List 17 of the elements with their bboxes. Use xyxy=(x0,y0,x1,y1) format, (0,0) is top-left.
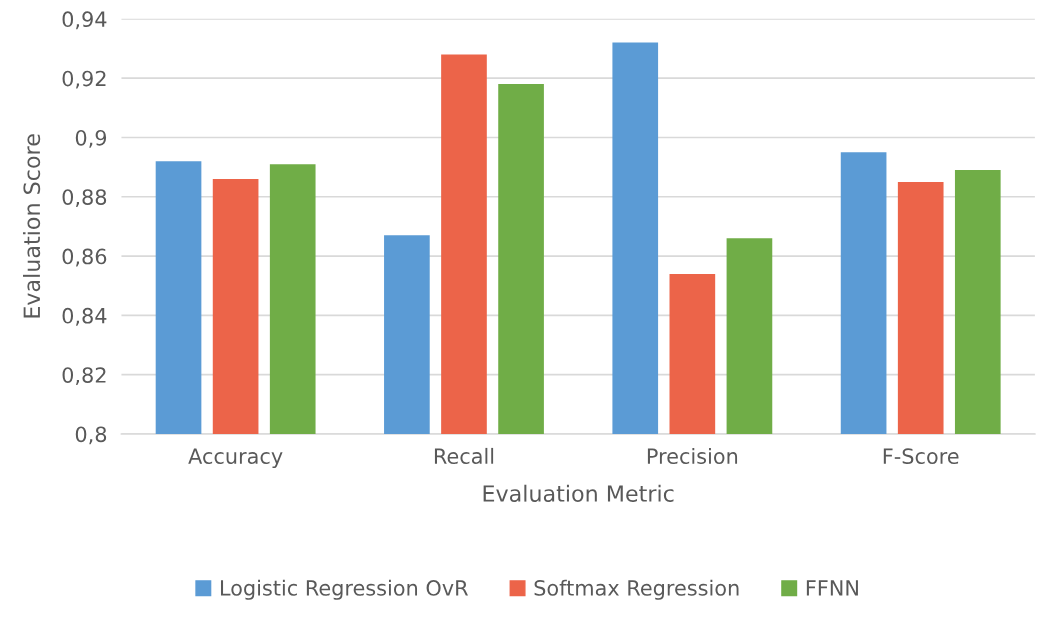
x-axis-title: Evaluation Metric xyxy=(483,484,674,502)
legend-label: Softmax Regression xyxy=(534,579,739,600)
y-tick-label: 0,86 xyxy=(62,248,107,267)
legend-label: FFNN xyxy=(806,580,858,596)
y-tick-label: 0,8 xyxy=(75,426,107,445)
legend-label: Logistic Regression OvR xyxy=(220,579,468,600)
y-tick-label: 0,9 xyxy=(75,129,107,148)
y-tick-label: 0,92 xyxy=(62,70,106,89)
y-axis-title: Evaluation Score xyxy=(22,134,41,318)
y-tick-label: 0,94 xyxy=(62,11,107,30)
x-tick-label: Recall xyxy=(434,447,494,465)
y-tick-label: 0,84 xyxy=(62,307,107,326)
x-tick-label: Accuracy xyxy=(188,448,283,469)
x-tick-label: Precision xyxy=(647,447,738,465)
y-tick-label: 0,82 xyxy=(62,367,106,386)
y-tick-label: 0,88 xyxy=(62,189,107,208)
x-tick-label: F-Score xyxy=(883,448,959,465)
